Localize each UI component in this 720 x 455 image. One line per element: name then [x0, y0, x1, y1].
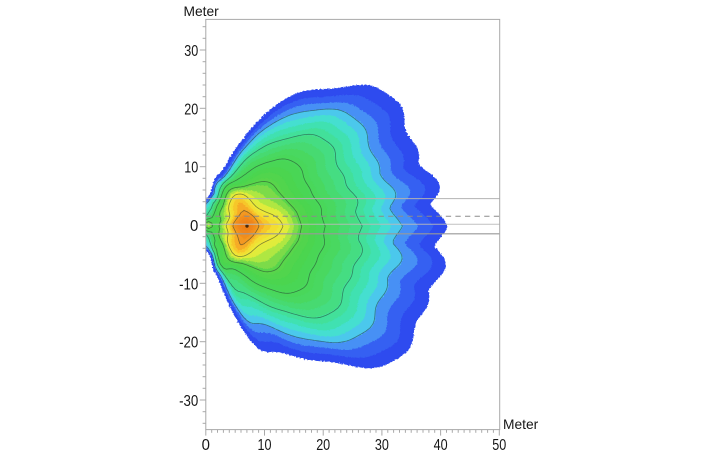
- svg-text:-30: -30: [179, 393, 199, 410]
- svg-text:30: 30: [184, 43, 198, 60]
- svg-text:0: 0: [202, 437, 211, 454]
- svg-text:-10: -10: [179, 276, 199, 293]
- svg-text:50: 50: [492, 437, 506, 454]
- svg-text:40: 40: [434, 437, 448, 454]
- svg-text:-20: -20: [179, 335, 199, 352]
- svg-text:20: 20: [184, 101, 198, 118]
- svg-text:30: 30: [375, 437, 389, 454]
- svg-text:0: 0: [190, 218, 199, 235]
- svg-text:20: 20: [316, 437, 330, 454]
- svg-text:10: 10: [258, 437, 272, 454]
- svg-text:Meter: Meter: [503, 417, 539, 432]
- svg-text:Meter: Meter: [184, 4, 220, 19]
- svg-text:10: 10: [184, 160, 198, 177]
